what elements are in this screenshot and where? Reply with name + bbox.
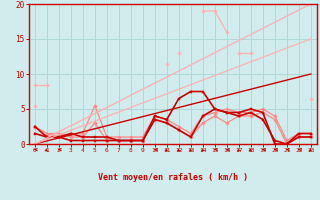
X-axis label: Vent moyen/en rafales ( km/h ): Vent moyen/en rafales ( km/h ) <box>98 173 248 182</box>
